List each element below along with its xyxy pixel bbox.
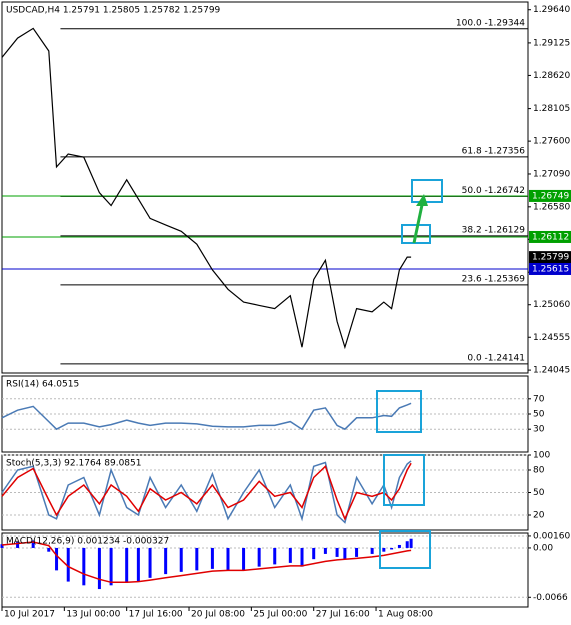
x-tick-label: 25 Jul 00:00 (253, 610, 307, 620)
panel-frame (1, 1, 529, 374)
histogram-bar (0, 544, 4, 548)
histogram-bar (210, 547, 214, 569)
panel-title: RSI(14) 64.0515 (6, 380, 79, 390)
x-tick-label: 17 Jul 16:00 (129, 610, 183, 620)
series-line (1, 402, 412, 431)
y-tick-label: 1.25060 (533, 300, 570, 310)
price-label: 1.26112 (532, 232, 569, 242)
fib-label: 61.8 -1.27356 (462, 146, 526, 156)
histogram-bar (195, 547, 199, 571)
y-tick-label: 1.28105 (533, 104, 570, 114)
highlight-box (401, 224, 431, 244)
histogram-bar (47, 547, 51, 552)
panel-title: Stoch(5,3,3) 92.1764 89.0851 (6, 459, 141, 469)
histogram-bar (355, 547, 359, 557)
panel-frame (1, 532, 529, 608)
histogram-bar (148, 547, 152, 578)
histogram-bar (335, 547, 339, 557)
histogram-bar (343, 547, 347, 560)
histogram-bar (312, 547, 316, 560)
y-tick-label: 30 (533, 425, 545, 435)
histogram-bar (31, 540, 35, 548)
histogram-bar (109, 547, 113, 586)
fib-label: 38.2 -1.26129 (462, 225, 526, 235)
histogram-bar (405, 541, 409, 548)
highlight-box (411, 179, 443, 203)
y-tick-label: 1.29125 (533, 38, 570, 48)
price-label: 1.26749 (532, 191, 569, 201)
panel-title: USDCAD,H4 1.25791 1.25805 1.25782 1.2579… (6, 6, 221, 16)
histogram-bar (300, 547, 304, 567)
x-tick-label: 1 Aug 08:00 (378, 610, 433, 620)
histogram-bar (323, 547, 327, 554)
highlight-box (376, 390, 422, 433)
highlight-box (379, 530, 431, 569)
panel-title: MACD(12,26,9) 0.001234 -0.000327 (6, 537, 169, 547)
histogram-bar (273, 547, 277, 565)
histogram-bar (288, 547, 292, 563)
histogram-bar (179, 547, 183, 572)
y-tick-label: 1.28620 (533, 71, 570, 81)
histogram-bar (97, 547, 101, 590)
y-tick-label: -0.0066 (533, 593, 568, 603)
y-tick-label: 1.29640 (533, 5, 570, 15)
x-tick-label: 27 Jul 16:00 (316, 610, 370, 620)
arrow (412, 194, 428, 244)
histogram-bar (164, 547, 168, 575)
series-line (1, 541, 412, 584)
y-tick-label: 20 (533, 511, 545, 521)
histogram-bar (66, 547, 70, 582)
y-tick-label: 1.27600 (533, 137, 570, 147)
price-label-box (529, 251, 571, 264)
fib-label: 100.0 -1.29344 (456, 18, 525, 28)
histogram-bar (382, 547, 386, 552)
highlight-box (383, 454, 425, 506)
fib-label: 23.6 -1.25369 (462, 274, 526, 284)
highlights (376, 179, 443, 569)
histogram-bar (390, 547, 394, 550)
y-tick-label: 70 (533, 394, 545, 404)
histogram-bar (82, 547, 86, 586)
y-tick-label: 1.26580 (533, 202, 570, 212)
histogram-bar (125, 547, 129, 582)
x-tick-label: 13 Jul 00:00 (66, 610, 120, 620)
y-tick-label: 100 (533, 451, 550, 461)
y-tick-label: 50 (533, 488, 545, 498)
arrow-head (416, 194, 428, 206)
series-line (1, 27, 412, 350)
histogram-bar (242, 547, 246, 571)
histogram-bar (370, 547, 374, 554)
fib-label: 50.0 -1.26742 (462, 186, 525, 196)
y-tick-label: 0.001607 (533, 531, 571, 541)
x-tick-label: 10 Jul 2017 (4, 610, 55, 620)
histogram-bar (226, 547, 230, 571)
price-label-box (529, 189, 571, 202)
histogram-bar (55, 547, 59, 571)
price-label-box (529, 230, 571, 243)
y-tick-label: 80 (533, 466, 545, 476)
y-tick-label: 50 (533, 410, 545, 420)
price-label: 1.25615 (532, 264, 569, 274)
histogram-bar (136, 547, 140, 582)
histogram-bar (397, 544, 401, 548)
histogram-bar (16, 541, 20, 548)
arrow-shaft (412, 204, 424, 244)
fib-label: 0.0 -1.24141 (467, 353, 525, 363)
y-tick-label: 0.00 (533, 543, 553, 553)
price-label-box (529, 262, 571, 275)
y-tick-label: 1.27090 (533, 169, 570, 179)
series-line (1, 462, 412, 521)
y-tick-label: 1.24555 (533, 333, 570, 343)
x-tick-label: 20 Jul 08:00 (191, 610, 245, 620)
y-tick-label: 1.24045 (533, 366, 570, 376)
histogram-bar (257, 547, 261, 567)
price-label: 1.25799 (532, 253, 569, 263)
histogram-bar (409, 538, 413, 548)
